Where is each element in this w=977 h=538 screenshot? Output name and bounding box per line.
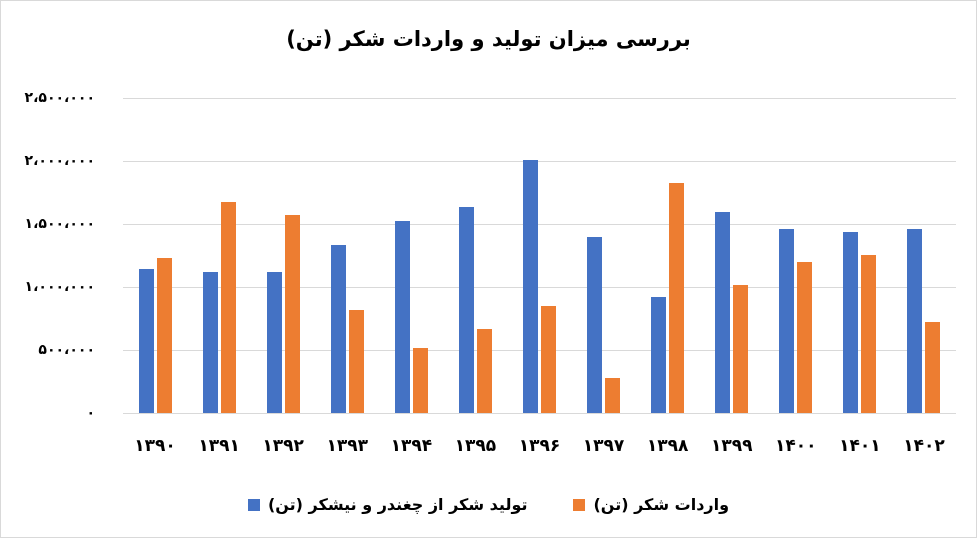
bar-imports <box>797 262 813 413</box>
bar-imports <box>541 306 556 413</box>
bar-production <box>202 272 218 413</box>
bar-production <box>394 220 410 413</box>
bar-production <box>330 245 346 413</box>
bar-production <box>715 212 731 413</box>
x-tick-label: ۱۴۰۱ <box>839 436 881 456</box>
x-tick-label: ۱۳۹۶ <box>518 436 561 456</box>
x-tick-label: ۱۴۰۲ <box>903 436 945 456</box>
gridline <box>123 98 956 99</box>
bar-production <box>651 296 667 413</box>
bar-production <box>779 229 795 413</box>
bar-imports <box>733 284 749 413</box>
y-tick-label: ۲،۵۰۰،۰۰۰ <box>24 90 95 106</box>
x-tick-label: ۱۳۹۷ <box>582 436 625 456</box>
legend-swatch-imports <box>573 498 586 511</box>
bar-imports <box>412 347 428 413</box>
x-tick-label: ۱۳۹۱ <box>198 436 240 456</box>
x-tick-label: ۱۴۰۰ <box>775 436 817 456</box>
bar-production <box>843 231 859 413</box>
bar-imports <box>220 201 236 413</box>
gridline <box>123 224 956 225</box>
bar-production <box>138 268 154 413</box>
bar-production <box>907 229 923 413</box>
x-tick-label: ۱۳۹۹ <box>710 436 753 456</box>
gridline <box>123 350 956 351</box>
chart-title: بررسی میزان تولید و واردات شکر (تن) <box>286 27 691 51</box>
legend-item-production: تولید شکر از چغندر و نیشکر (تن) <box>247 495 528 514</box>
legend-label-production: تولید شکر از چغندر و نیشکر (تن) <box>267 495 528 514</box>
bar-production <box>587 236 603 413</box>
y-tick-label: ۱،۵۰۰،۰۰۰ <box>24 216 95 232</box>
gridline <box>123 413 956 414</box>
bar-imports <box>476 328 492 413</box>
x-tick-label: ۱۳۹۴ <box>390 436 433 456</box>
legend-swatch-production <box>247 498 260 511</box>
x-tick-label: ۱۳۹۰ <box>134 436 176 456</box>
x-tick-label: ۱۳۹۳ <box>326 436 369 456</box>
gridline <box>123 161 956 162</box>
bar-production <box>458 207 474 413</box>
y-tick-label: ۵۰۰،۰۰۰ <box>38 342 95 358</box>
y-tick-label: ۱،۰۰۰،۰۰۰ <box>24 279 95 295</box>
bar-imports <box>156 258 172 413</box>
legend: واردات شکر (تن) تولید شکر از چغندر و نیش… <box>1 495 976 514</box>
y-tick-label: ۰ <box>86 405 95 421</box>
legend-label-imports: واردات شکر (تن) <box>593 495 730 514</box>
x-tick-label: ۱۳۹۲ <box>262 436 304 456</box>
bar-imports <box>925 322 941 413</box>
x-tick-label: ۱۳۹۵ <box>454 436 497 456</box>
plot-area <box>123 98 956 414</box>
bar-production <box>523 160 538 413</box>
y-tick-label: ۲،۰۰۰،۰۰۰ <box>24 153 95 169</box>
legend-item-imports: واردات شکر (تن) <box>573 495 729 514</box>
x-tick-label: ۱۳۹۸ <box>646 436 689 456</box>
bar-imports <box>605 377 621 413</box>
bar-production <box>266 272 282 413</box>
bar-imports <box>861 255 877 413</box>
gridline <box>123 287 956 288</box>
bar-imports <box>284 215 300 413</box>
bar-imports <box>669 183 685 413</box>
bar-imports <box>348 310 364 413</box>
